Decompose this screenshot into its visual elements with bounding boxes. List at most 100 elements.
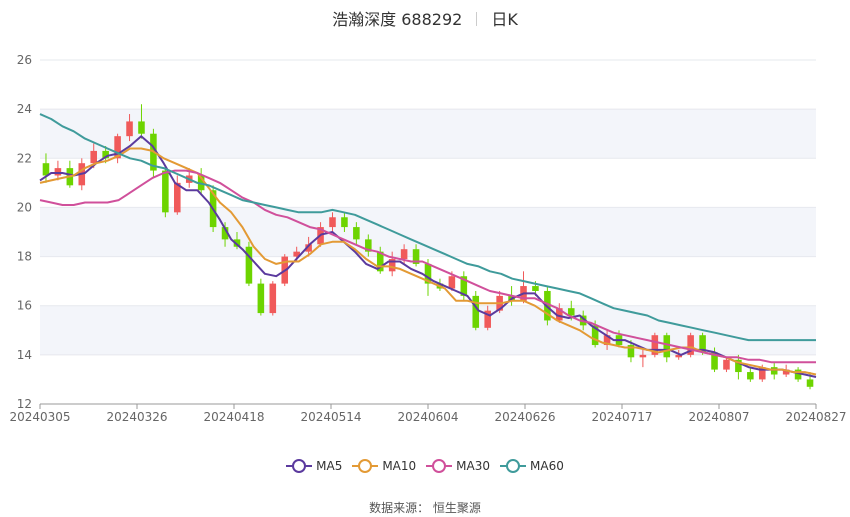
candle (257, 278, 265, 316)
legend: MA5 MA10 MA30 MA60 (0, 459, 850, 476)
x-tick-label: 20240626 (494, 410, 555, 424)
candle (114, 133, 121, 164)
candle-body (245, 246, 253, 284)
candle (221, 222, 229, 247)
x-tick-label: 20240514 (300, 410, 361, 424)
plot-band (40, 207, 816, 257)
candle (603, 330, 611, 350)
series-line-ma60 (39, 113, 816, 342)
candle (639, 349, 647, 368)
candle (269, 281, 277, 316)
candle (245, 241, 253, 287)
candle-body (747, 372, 754, 380)
candle-body (460, 276, 468, 296)
candle (138, 104, 145, 139)
candle-body (305, 244, 312, 252)
candle-body (269, 283, 277, 314)
candle-body (663, 335, 671, 358)
candle-body (675, 354, 682, 358)
candle-body (567, 308, 575, 316)
candle-body (257, 283, 265, 314)
source-value: 恒生聚源 (432, 501, 481, 515)
candle-body (687, 335, 694, 355)
y-tick-label: 20 (17, 200, 32, 214)
candle-body (114, 136, 121, 159)
candle (794, 367, 802, 382)
candle-body (484, 310, 491, 328)
candle (365, 234, 372, 257)
candle (388, 251, 396, 277)
candle-body (138, 121, 145, 134)
x-tick-label: 20240418 (203, 410, 264, 424)
x-tick-label: 20240807 (688, 410, 749, 424)
legend-marker-icon (426, 459, 453, 473)
y-tick-label: 24 (17, 102, 32, 116)
candle (233, 232, 241, 250)
candle-body (532, 286, 539, 291)
candle-body (388, 259, 396, 272)
candle (341, 212, 348, 232)
y-tick-label: 26 (17, 53, 32, 67)
y-tick-label: 14 (17, 348, 32, 362)
candle-body (448, 276, 456, 289)
candle-body (806, 379, 814, 387)
candle-body (126, 121, 133, 137)
candle-body (794, 369, 802, 380)
candle-body (400, 249, 408, 260)
y-tick-label: 16 (17, 299, 32, 313)
ma-lines (39, 113, 817, 378)
legend-item-ma5[interactable]: MA5 (286, 459, 342, 473)
candle-body (233, 239, 241, 247)
legend-marker-icon (286, 459, 313, 473)
candle (412, 244, 420, 267)
candle (54, 160, 62, 181)
candle (484, 305, 491, 331)
series-line-ma5 (39, 135, 817, 378)
plot-bands (40, 109, 816, 355)
candle-body (412, 249, 420, 264)
candle-body (376, 251, 384, 272)
candle-body (293, 251, 300, 257)
series-line-ma30 (39, 169, 816, 364)
plot-band (40, 109, 816, 159)
legend-item-ma60[interactable]: MA60 (500, 459, 564, 473)
candle (663, 332, 671, 363)
candle-body (723, 359, 730, 370)
candle-body (591, 325, 599, 346)
candle-body (174, 182, 181, 213)
x-tick-label: 20240827 (785, 410, 846, 424)
candle-body (424, 263, 432, 284)
candle-body (758, 367, 766, 380)
candle-body (699, 335, 706, 353)
y-axis: 12 14 16 18 20 22 24 26 (17, 53, 32, 411)
candle-body (770, 367, 778, 375)
y-tick-label: 18 (17, 250, 32, 264)
kline-chart: 12 14 16 18 20 22 24 26 20240305 20240326 2024041… (9, 53, 846, 424)
legend-label: MA60 (530, 459, 564, 473)
period-label: 日K (491, 10, 518, 29)
candle (770, 362, 778, 380)
legend-item-ma10[interactable]: MA10 (352, 459, 416, 473)
candle-body (782, 369, 790, 375)
candle-body (162, 170, 169, 213)
series-line-ma10 (39, 147, 817, 376)
candle-body (472, 295, 480, 328)
x-tick-label: 20240326 (106, 410, 167, 424)
candle-body (365, 239, 372, 252)
candle (376, 246, 384, 274)
candle (126, 114, 133, 142)
data-source: 数据来源： 恒生聚源 (0, 499, 850, 516)
legend-item-ma30[interactable]: MA30 (426, 459, 490, 473)
legend-label: MA5 (316, 459, 343, 473)
title-divider (476, 12, 478, 26)
y-tick-label: 12 (17, 397, 32, 411)
candle-body (711, 352, 718, 370)
candle-body (221, 227, 229, 240)
source-label: 数据来源： (369, 501, 430, 515)
candle (460, 271, 468, 301)
candle-body (627, 345, 635, 358)
legend-label: MA30 (456, 459, 491, 473)
candle-body (651, 335, 659, 355)
candle-body (603, 335, 611, 346)
candle (556, 303, 563, 323)
